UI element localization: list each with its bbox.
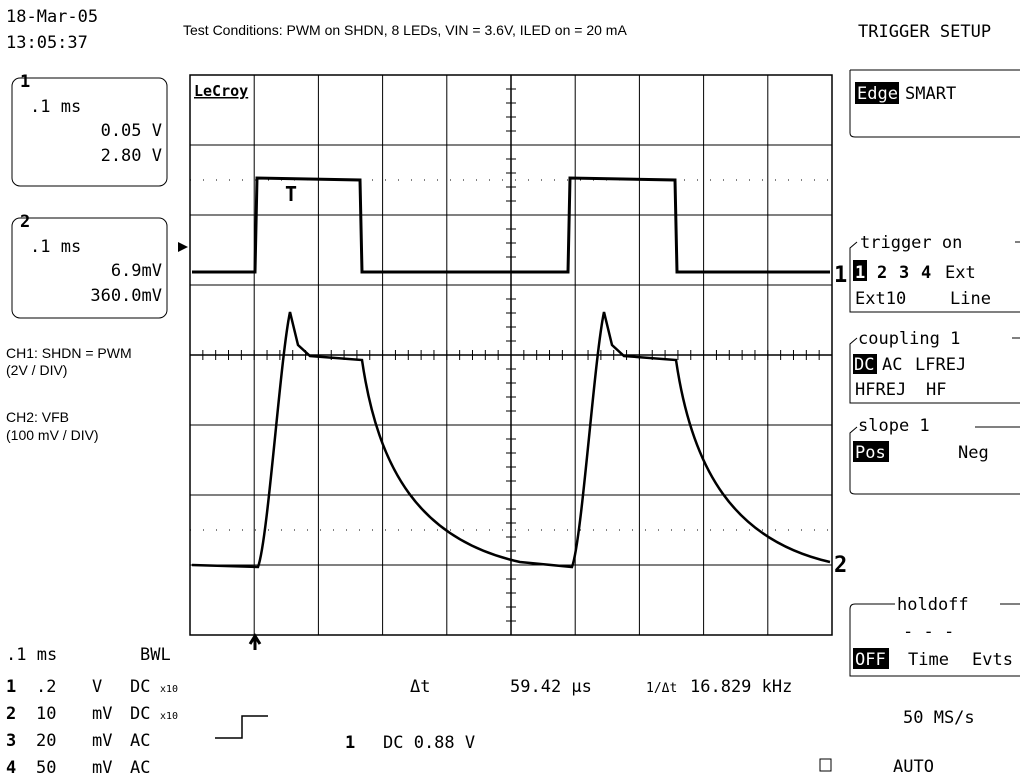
timebase: .1 ms (30, 97, 81, 117)
menu-box[interactable] (849, 69, 1020, 138)
menu-option[interactable]: OFF (855, 650, 886, 670)
trace-marker: 2 (834, 553, 847, 578)
menu-option[interactable]: Ext (945, 263, 976, 283)
menu-title: holdoff (897, 595, 969, 615)
frequency: 16.829 kHz (690, 677, 792, 697)
menu-option[interactable]: 4 (921, 263, 931, 283)
channel-setting: DC (130, 704, 150, 724)
menu-option[interactable]: 2 (877, 263, 887, 283)
menu-option[interactable]: Time (908, 650, 949, 670)
trigger-channel: 1 (345, 733, 355, 753)
menu-box[interactable] (849, 241, 1020, 313)
menu-option[interactable]: Pos (855, 443, 886, 463)
menu-option[interactable]: Neg (958, 443, 989, 463)
channel-setting: mV (92, 731, 112, 751)
menu-box[interactable] (849, 337, 1020, 404)
channel-id: 1 (20, 72, 30, 92)
note: CH2: VFB (6, 409, 69, 425)
selected-option (853, 648, 889, 669)
trigger-level-arrow (178, 242, 188, 252)
menu-option[interactable]: DC (854, 355, 874, 375)
channel-setting: x10 (160, 711, 178, 722)
menu-option[interactable]: 3 (899, 263, 909, 283)
channel-setting: 50 (36, 758, 56, 777)
edge-icon (215, 715, 268, 739)
channel-setting: mV (92, 704, 112, 724)
inverse-label: 1/Δt (646, 681, 677, 696)
channel-1-box (11, 77, 168, 187)
channel-setting: 1 (6, 677, 16, 697)
channel-setting: AC (130, 731, 150, 751)
channel-setting: mV (92, 758, 112, 777)
menu-title: TRIGGER SETUP (858, 22, 991, 42)
date: 18-Mar-05 (6, 7, 98, 27)
offset: 0.05 V (101, 121, 162, 141)
trigger-position-arrow (248, 633, 262, 650)
channel-setting: 2 (6, 704, 16, 724)
channel-setting: 4 (6, 758, 16, 777)
menu-option[interactable]: HF (926, 380, 946, 400)
menu-option[interactable]: Ext10 (855, 289, 906, 309)
timebase: .1 ms (30, 237, 81, 257)
note: (2V / DIV) (6, 362, 67, 378)
menu-option[interactable]: HFREJ (855, 380, 906, 400)
channel-setting: DC (130, 677, 150, 697)
menu-title: coupling 1 (858, 329, 960, 349)
channel-setting: AC (130, 758, 150, 777)
trigger-marker: T (285, 182, 297, 206)
channel-id: 2 (20, 212, 30, 232)
graticule (189, 74, 833, 636)
trace-1 (192, 176, 830, 274)
menu-option[interactable]: Evts (972, 650, 1013, 670)
channel-setting: x10 (160, 684, 178, 695)
bandwidth-limit: BWL (140, 645, 171, 665)
menu-box[interactable] (849, 426, 1020, 495)
selected-option (853, 441, 889, 462)
channel-setting: 20 (36, 731, 56, 751)
delta-t-label: Δt (410, 677, 430, 697)
trace-2 (191, 311, 831, 569)
delta-t: 59.42 µs (510, 677, 592, 697)
menu-option[interactable]: SMART (905, 84, 956, 104)
note: (100 mV / DIV) (6, 427, 99, 443)
offset: 6.9mV (111, 261, 162, 281)
selected-option (853, 354, 877, 374)
channel-setting: V (92, 677, 102, 697)
trace-marker: 1 (834, 263, 847, 288)
trigger-mode: AUTO (893, 757, 934, 777)
trigger-level: DC 0.88 V (383, 733, 475, 753)
grid-frame (189, 74, 833, 636)
channel-settings: 1 .2 V DC x10 2 10 mV DC x10 3 20 mV AC 4 50 mV AC (6, 677, 178, 777)
logo: LeCroy (194, 82, 248, 100)
menu-option[interactable]: Edge (857, 84, 898, 104)
menu-option[interactable]: Line (950, 289, 991, 309)
menu-option[interactable]: LFREJ (915, 355, 966, 375)
value: 360.0mV (90, 286, 162, 306)
selected-option (853, 260, 867, 281)
menu-title: slope 1 (858, 416, 930, 436)
menu-option[interactable]: AC (882, 355, 902, 375)
conditions: Test Conditions: PWM on SHDN, 8 LEDs, VI… (183, 22, 627, 38)
note: CH1: SHDN = PWM (6, 345, 132, 361)
menu-option[interactable]: 1 (855, 263, 865, 283)
channel-setting: 3 (6, 731, 16, 751)
status-box (819, 758, 832, 772)
selected-option (855, 82, 899, 104)
timebase: .1 ms (6, 645, 57, 665)
menu-box[interactable] (849, 603, 1020, 677)
channel-2-box (11, 217, 168, 319)
sample-rate: 50 MS/s (903, 708, 975, 728)
time: 13:05:37 (6, 33, 88, 53)
channel-setting: 10 (36, 704, 56, 724)
channel-setting: .2 (36, 677, 56, 697)
menu-title: trigger on (860, 233, 962, 253)
menu-value: - - - (903, 622, 954, 642)
value: 2.80 V (101, 146, 162, 166)
